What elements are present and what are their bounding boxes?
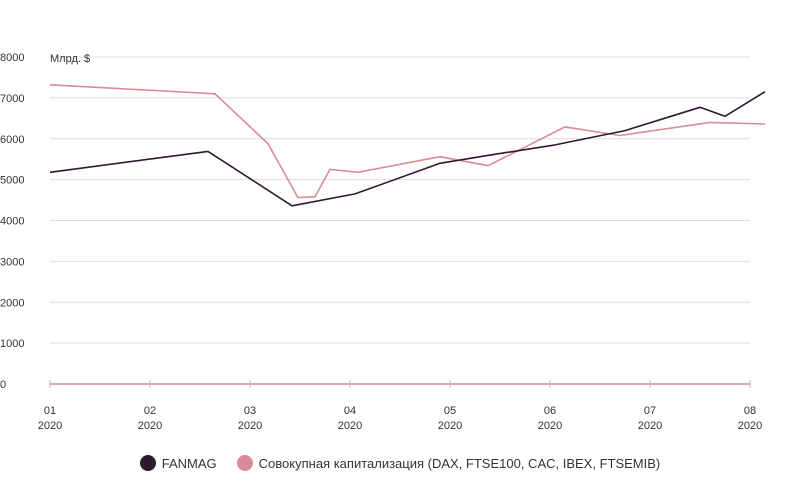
series-line-fanmag — [49, 91, 766, 207]
legend-swatch-fanmag — [139, 455, 156, 471]
x-tick-label-month: 02 — [144, 405, 156, 417]
y-axis-label: Млрд. $ — [50, 53, 90, 65]
x-axis: 01 2020 02 2020 03 2020 04 2020 05 2020 06 2020 07 20… — [38, 380, 762, 432]
y-tick-label: 6000 — [0, 134, 24, 146]
grid-lines — [50, 56, 750, 385]
y-tick-label: 0 — [0, 379, 6, 391]
x-tick-label-month: 04 — [344, 405, 356, 417]
x-tick-label-month: 01 — [44, 405, 56, 417]
x-tick-label-month: 07 — [644, 405, 656, 417]
x-tick-label-year: 2020 — [438, 420, 462, 432]
x-tick-label-month: 05 — [444, 405, 456, 417]
y-tick-label: 8000 — [0, 52, 24, 64]
legend-label-total-cap: Совокупная капитализация (DAX, FTSE100, … — [258, 455, 661, 471]
y-tick-label: 7000 — [0, 93, 24, 105]
legend: FANMAG Совокупная капитализация (DAX, FT… — [0, 455, 800, 471]
chart-area: 01 2020 02 2020 03 2020 04 2020 05 2020 06 2020 07 20… — [0, 52, 766, 432]
legend-label-fanmag: FANMAG — [161, 455, 217, 471]
x-tick-label-year: 2020 — [238, 420, 262, 432]
x-tick-label-month: 03 — [244, 405, 256, 417]
y-tick-label: 1000 — [0, 338, 24, 350]
legend-swatch-total-cap — [236, 455, 253, 471]
x-tick-label-year: 2020 — [538, 420, 562, 432]
x-tick-label-month: 08 — [744, 405, 756, 417]
x-tick-label-year: 2020 — [638, 420, 662, 432]
y-tick-label: 5000 — [0, 175, 24, 187]
series-line-total-cap — [49, 84, 766, 199]
y-tick-label: 3000 — [0, 256, 24, 268]
y-axis: 0 1000 2000 3000 4000 5000 6000 7000 8000 — [0, 52, 24, 391]
series-lines — [49, 84, 766, 207]
x-tick-label-year: 2020 — [38, 420, 62, 432]
legend-item-total-cap[interactable]: Совокупная капитализация (DAX, FTSE100, … — [236, 455, 661, 471]
y-tick-label: 2000 — [0, 297, 24, 309]
legend-item-fanmag[interactable]: FANMAG — [139, 455, 217, 471]
x-tick-label-month: 06 — [544, 405, 556, 417]
x-tick-label-year: 2020 — [138, 420, 162, 432]
y-tick-label: 4000 — [0, 216, 24, 228]
x-tick-label-year: 2020 — [738, 420, 762, 432]
x-tick-label-year: 2020 — [338, 420, 362, 432]
